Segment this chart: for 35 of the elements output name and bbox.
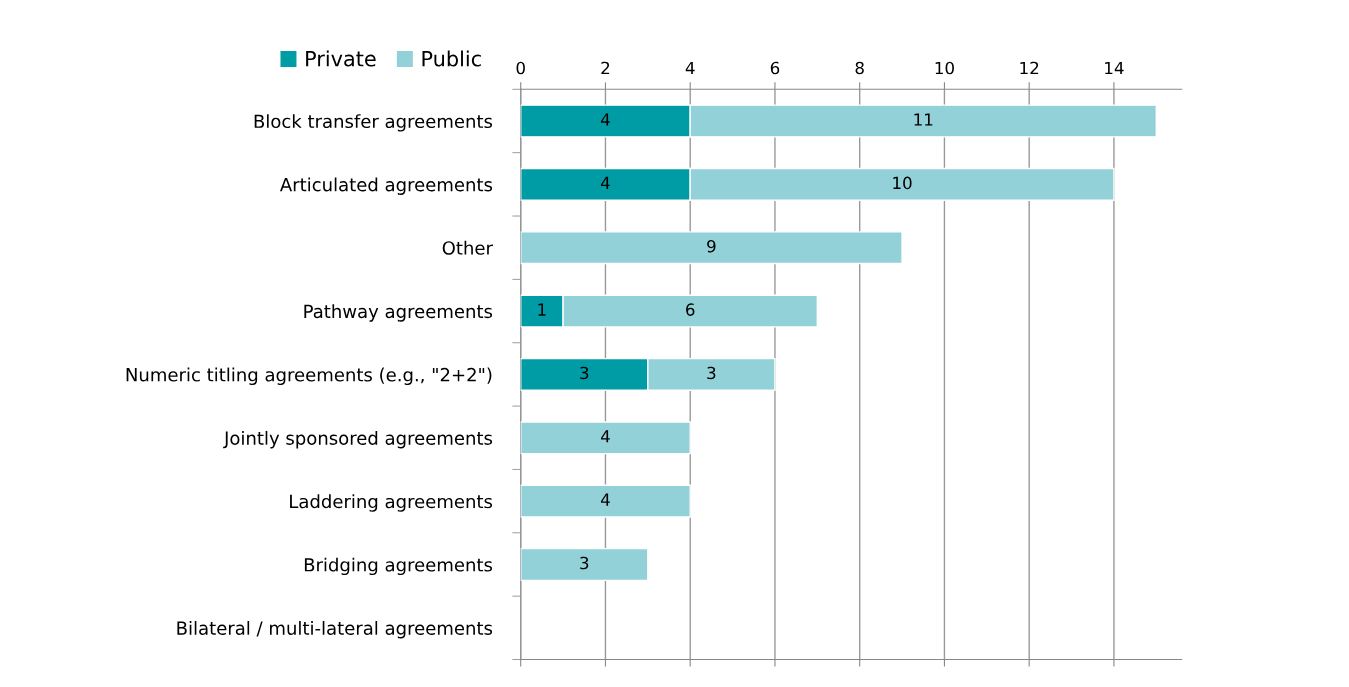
y-tick-label: Bridging agreements — [304, 557, 493, 576]
data-label: 4 — [600, 493, 610, 506]
bar — [520, 547, 649, 582]
x-tick-label: 4 — [685, 61, 695, 75]
x-tick-label: 14 — [1105, 61, 1124, 75]
x-tick-label: 6 — [770, 61, 780, 75]
data-label: 3 — [580, 556, 589, 570]
legend-label: Private — [306, 50, 376, 67]
x-tick-label: 0 — [516, 61, 525, 75]
bar — [520, 484, 691, 518]
bar — [520, 231, 903, 265]
data-label: 4 — [600, 430, 610, 443]
y-tick-label: Other — [442, 240, 493, 255]
x-tick-label: 12 — [1020, 61, 1039, 75]
x-tick-label: 2 — [601, 61, 610, 75]
data-label: 6 — [686, 303, 695, 316]
data-label: 4 — [600, 113, 610, 126]
data-label: 4 — [600, 176, 610, 189]
x-tick-label: 10 — [935, 61, 954, 75]
data-label: 9 — [707, 239, 716, 253]
x-tick-label: 8 — [855, 61, 864, 75]
y-tick-label: Block transfer agreements — [254, 114, 493, 132]
bar — [520, 421, 691, 455]
legend-label: Public — [422, 50, 481, 67]
y-tick-label: Pathway agreements — [304, 304, 493, 322]
y-tick-label: Laddering agreements — [290, 494, 493, 512]
y-tick-label: Jointly sponsored agreements — [223, 430, 493, 449]
data-label: 10 — [893, 176, 912, 190]
data-label: 3 — [707, 366, 716, 380]
data-label: 11 — [914, 113, 933, 126]
y-tick-label: Numeric titling agreements (e.g., "2+2") — [126, 367, 492, 386]
data-label: 3 — [580, 366, 589, 380]
data-label: 1 — [538, 303, 546, 316]
y-tick-label: Bilateral / multi-lateral agreements — [177, 620, 493, 639]
y-tick-label: Articulated agreements — [279, 177, 493, 195]
